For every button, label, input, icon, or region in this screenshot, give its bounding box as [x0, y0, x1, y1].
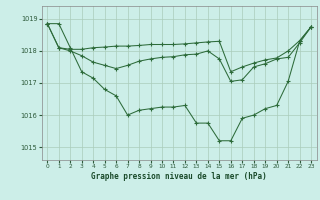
X-axis label: Graphe pression niveau de la mer (hPa): Graphe pression niveau de la mer (hPa) — [91, 172, 267, 181]
